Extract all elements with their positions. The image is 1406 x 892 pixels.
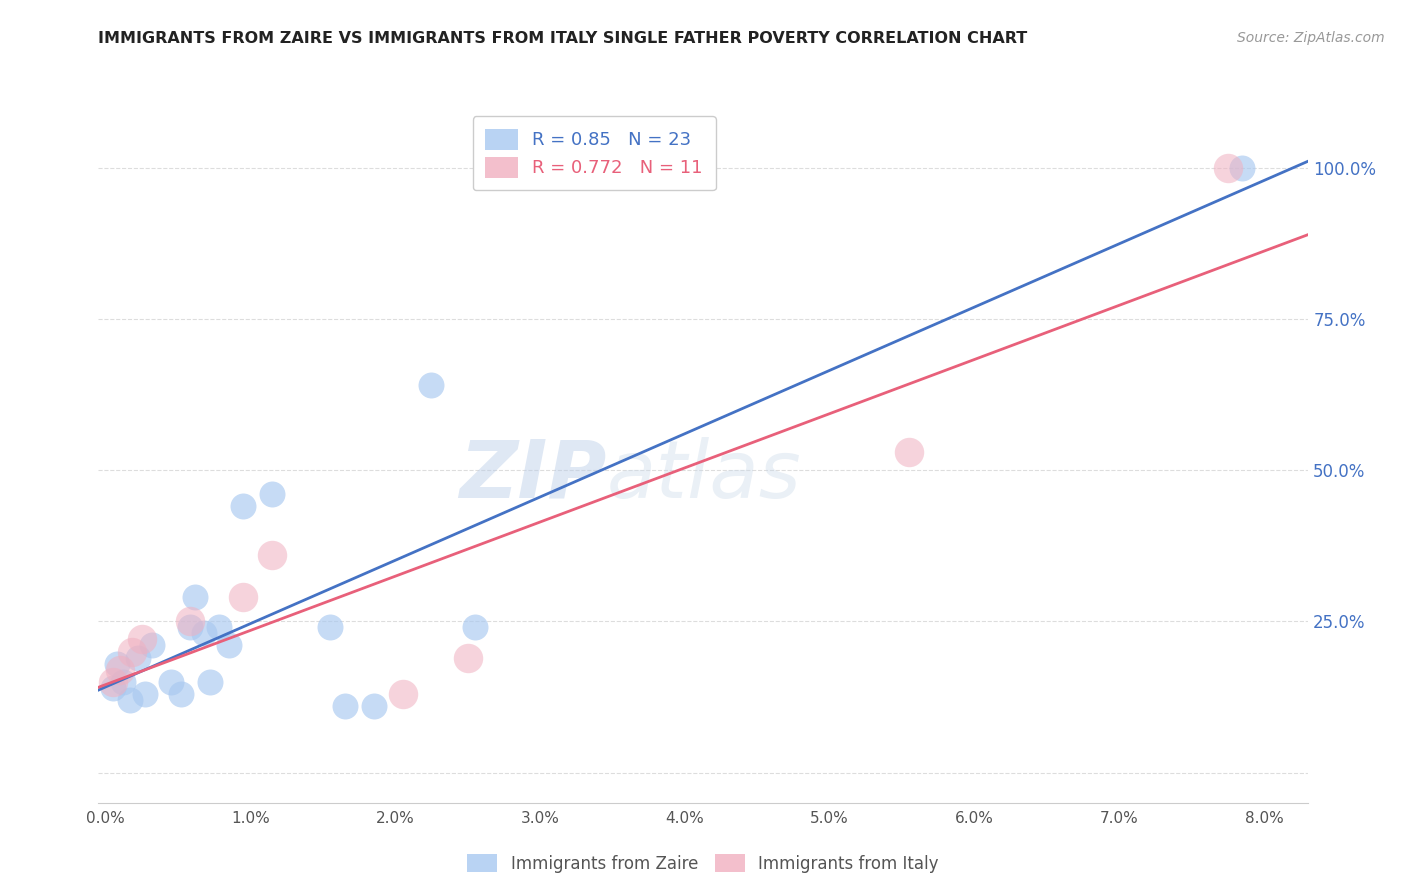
Text: atlas: atlas <box>606 437 801 515</box>
Point <box>391 687 413 701</box>
Point <box>198 674 221 689</box>
Point <box>141 639 163 653</box>
Point <box>112 674 135 689</box>
Point <box>207 620 229 634</box>
Point <box>218 639 240 653</box>
Text: ZIP: ZIP <box>458 437 606 515</box>
Point <box>464 620 486 634</box>
Point <box>121 644 143 658</box>
Point <box>159 674 181 689</box>
Point <box>127 650 149 665</box>
Text: Source: ZipAtlas.com: Source: ZipAtlas.com <box>1237 31 1385 45</box>
Text: IMMIGRANTS FROM ZAIRE VS IMMIGRANTS FROM ITALY SINGLE FATHER POVERTY CORRELATION: IMMIGRANTS FROM ZAIRE VS IMMIGRANTS FROM… <box>98 31 1028 46</box>
Point <box>105 657 128 671</box>
Point <box>170 687 193 701</box>
Point <box>1232 161 1254 175</box>
Point <box>131 632 153 647</box>
Point <box>108 663 131 677</box>
Point <box>319 620 342 634</box>
Point <box>262 487 284 501</box>
Legend: R = 0.85   N = 23, R = 0.772   N = 11: R = 0.85 N = 23, R = 0.772 N = 11 <box>472 116 716 190</box>
Point <box>134 687 156 701</box>
Point <box>101 674 124 689</box>
Point <box>898 445 921 459</box>
Point <box>101 681 124 695</box>
Point <box>333 698 356 713</box>
Point <box>184 590 207 604</box>
Point <box>193 626 215 640</box>
Point <box>262 548 284 562</box>
Point <box>179 620 201 634</box>
Point <box>1216 161 1239 175</box>
Point <box>179 615 201 629</box>
Point <box>120 693 142 707</box>
Legend: Immigrants from Zaire, Immigrants from Italy: Immigrants from Zaire, Immigrants from I… <box>461 847 945 880</box>
Point <box>457 650 479 665</box>
Point <box>420 378 443 392</box>
Point <box>363 698 385 713</box>
Point <box>232 500 254 514</box>
Point <box>232 590 254 604</box>
